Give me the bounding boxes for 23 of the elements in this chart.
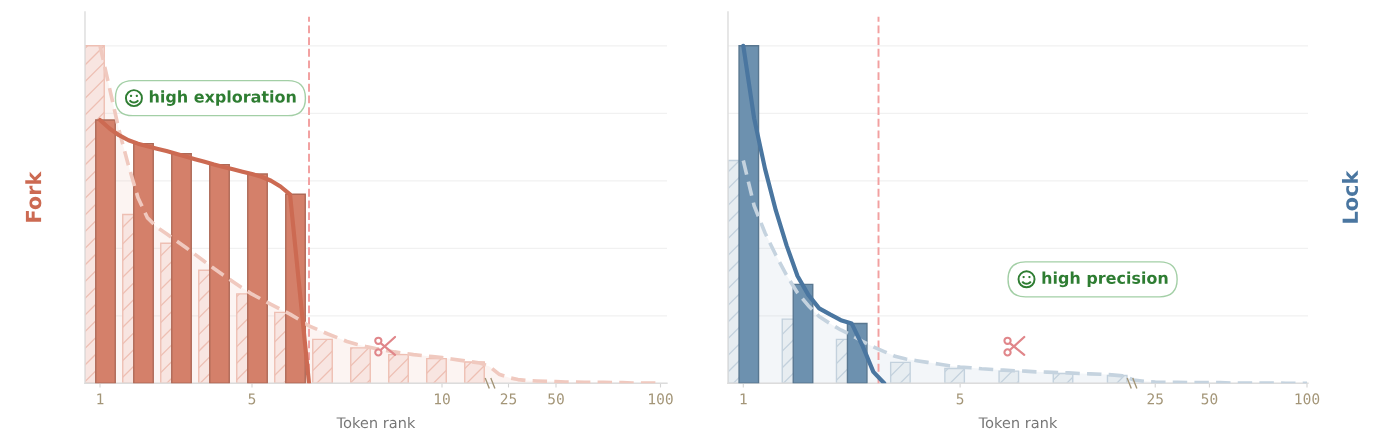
bar <box>247 173 268 384</box>
y-axis-title: Fork <box>25 171 42 222</box>
x-axis-title: Token rank <box>336 416 416 429</box>
bar <box>738 45 760 384</box>
x-tick-label: 1 <box>740 393 747 405</box>
x-tick-label: 100 <box>1295 393 1320 405</box>
x-tick-label: 5 <box>248 393 256 405</box>
x-tick-label: 5 <box>956 393 964 405</box>
x-tick-label: 50 <box>1201 393 1218 405</box>
bar <box>171 153 192 384</box>
bar <box>133 142 154 384</box>
x-axis-title: Token rank <box>978 416 1058 429</box>
annotation: high exploration <box>149 90 296 106</box>
x-tick-label: 1 <box>97 393 104 405</box>
x-tick-label: 50 <box>548 393 564 405</box>
y-axis-title: Lock <box>1341 170 1359 223</box>
x-tick-label: 25 <box>500 393 517 405</box>
x-tick-label: 100 <box>649 393 673 405</box>
annotation: high precision <box>1042 271 1168 288</box>
bar <box>95 119 116 384</box>
bar <box>209 163 230 384</box>
x-tick-label: 10 <box>434 393 450 405</box>
x-tick-label: 25 <box>1147 393 1163 405</box>
